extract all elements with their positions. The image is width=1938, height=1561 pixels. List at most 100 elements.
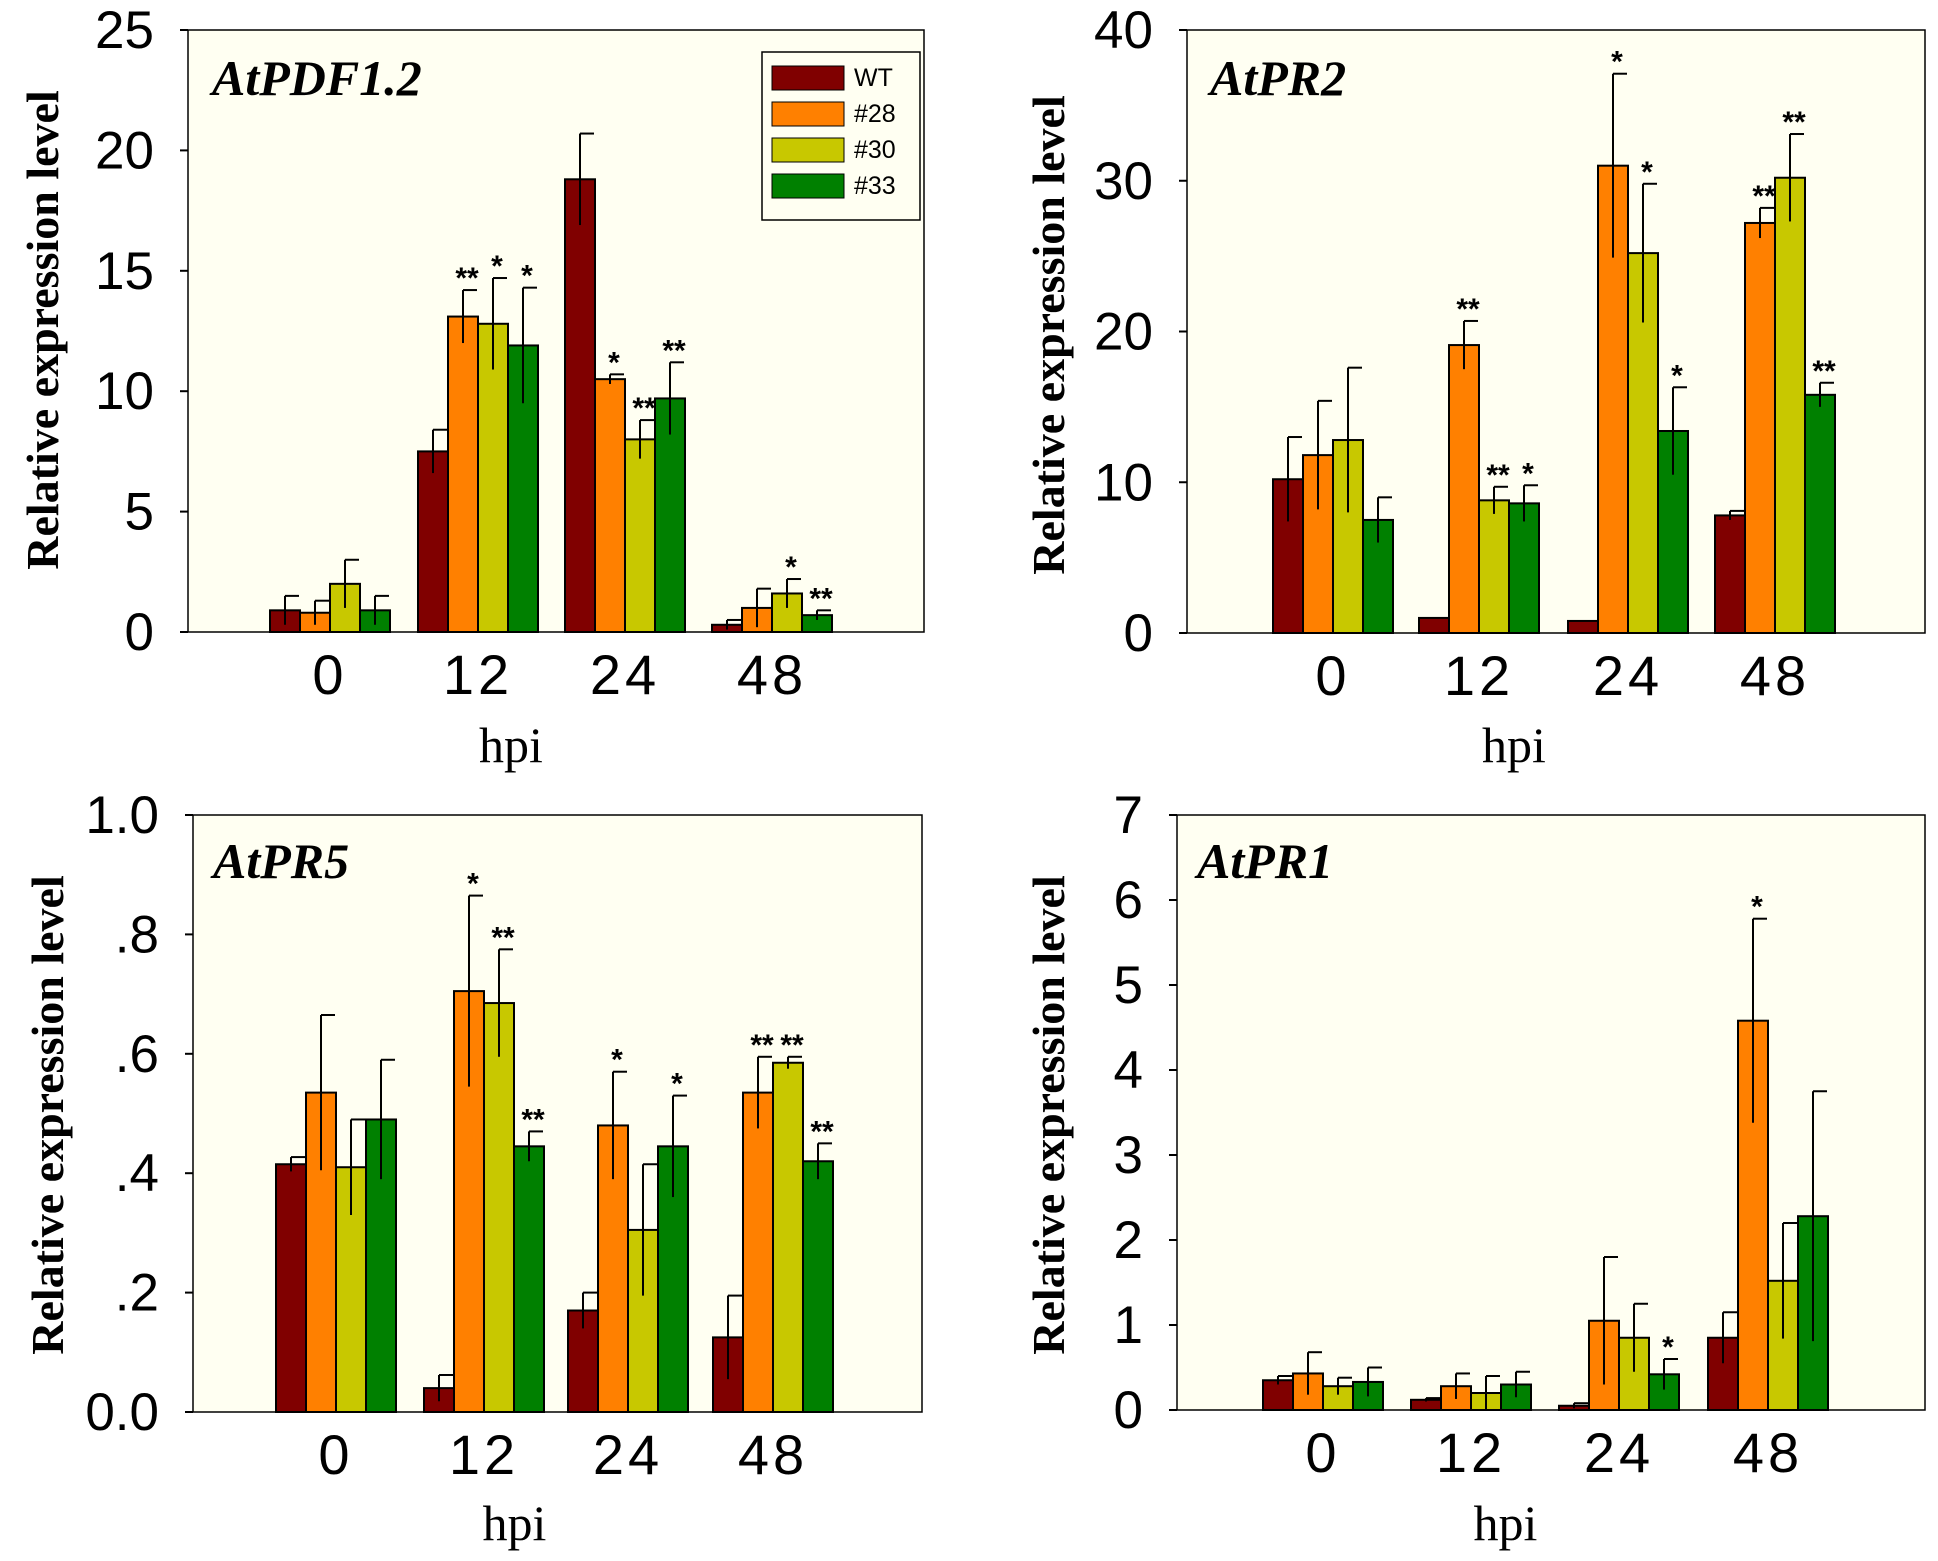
significance-mark: ** [455, 262, 479, 295]
y-tick-label: 15 [95, 242, 154, 301]
x-tick-label: 24 [1593, 644, 1663, 707]
y-tick-label: 4 [1114, 1041, 1143, 1100]
bar [1804, 393, 1836, 634]
y-tick-label: 0.0 [85, 1383, 159, 1442]
bar [477, 322, 509, 633]
gene-title: AtPR1 [1194, 833, 1333, 889]
y-tick-label: .8 [115, 905, 159, 964]
bar [483, 1002, 515, 1413]
significance-mark: * [671, 1068, 683, 1101]
y-tick-label: 0 [1124, 604, 1153, 663]
x-tick-label: 24 [590, 643, 660, 706]
y-tick-label: 7 [1114, 786, 1143, 845]
y-tick-label: 0 [125, 603, 154, 662]
y-tick-label: 40 [1094, 1, 1153, 60]
x-tick-label: 12 [1436, 1421, 1506, 1484]
y-tick-label: 20 [95, 121, 154, 180]
significance-mark: * [1662, 1331, 1674, 1364]
y-tick-label: 6 [1114, 871, 1143, 930]
significance-mark: * [1641, 156, 1653, 189]
y-tick-label: 5 [125, 483, 154, 542]
y-tick-label: .6 [115, 1025, 159, 1084]
x-tick-label: 12 [443, 643, 513, 706]
significance-mark: ** [1782, 106, 1806, 139]
x-tick-label: 24 [1584, 1421, 1654, 1484]
significance-mark: ** [1812, 355, 1836, 388]
bar [594, 378, 626, 633]
bar [417, 450, 449, 633]
chart-panel-atpdf1-2: 0 5 10 15 20 25 Relative expression level 0 12 24… [17, 1, 925, 773]
x-tick-label: 12 [449, 1423, 519, 1486]
x-axis-label: hpi [479, 717, 543, 773]
significance-mark: ** [491, 921, 515, 954]
significance-mark: ** [810, 1115, 834, 1148]
bar [1418, 616, 1450, 634]
bar [447, 315, 479, 633]
significance-mark: ** [632, 392, 656, 425]
x-tick-label: 0 [318, 1423, 353, 1486]
significance-mark: * [1522, 457, 1534, 490]
x-tick-label: 12 [1444, 644, 1514, 707]
bar [1508, 502, 1540, 635]
x-tick-label: 0 [1315, 644, 1350, 707]
x-tick-label: 48 [737, 643, 807, 706]
bar [564, 178, 596, 634]
x-tick-label: 48 [738, 1423, 808, 1486]
bar [1478, 499, 1510, 634]
y-tick-label: .4 [115, 1144, 159, 1203]
bar [1744, 221, 1776, 635]
significance-mark: ** [662, 334, 686, 367]
significance-mark: * [785, 551, 797, 584]
bar [513, 1145, 545, 1413]
y-tick-label: 5 [1114, 956, 1143, 1015]
gene-title: AtPDF1.2 [209, 50, 422, 106]
y-axis-label: Relative expression level [1023, 875, 1074, 1355]
x-tick-label: 0 [312, 643, 347, 706]
legend: WT #28 #30 #33 [761, 51, 921, 221]
chart-panel-atpr2: 0 10 20 30 40 Relative expression level 0 12 24 4… [1023, 1, 1926, 773]
significance-mark: * [1611, 46, 1623, 79]
legend-swatch [771, 65, 845, 91]
y-tick-label: 30 [1094, 152, 1153, 211]
significance-mark: ** [750, 1029, 774, 1062]
legend-swatch [771, 101, 845, 127]
significance-mark: ** [1456, 293, 1480, 326]
bar [772, 1061, 804, 1413]
x-tick-label: 24 [593, 1423, 663, 1486]
gene-title: AtPR2 [1207, 50, 1346, 106]
legend-label: #28 [854, 100, 896, 128]
y-axis-label: Relative expression level [1023, 95, 1074, 575]
significance-mark: ** [1486, 459, 1510, 492]
legend-label: #30 [854, 136, 896, 164]
legend-swatch [771, 173, 845, 199]
significance-mark: ** [1752, 180, 1776, 213]
y-tick-label: 10 [95, 362, 154, 421]
y-tick-label: 1.0 [85, 786, 159, 845]
y-tick-label: 25 [95, 1, 154, 60]
bar [1262, 1379, 1294, 1411]
bar [1448, 344, 1480, 634]
bar [624, 438, 656, 633]
bar [1567, 619, 1599, 635]
bar [275, 1163, 307, 1413]
significance-mark: * [1751, 891, 1763, 924]
gene-title: AtPR5 [210, 833, 349, 889]
bar [742, 1091, 774, 1413]
legend-label: #33 [854, 172, 896, 200]
legend-label: WT [854, 64, 893, 92]
y-tick-label: 3 [1114, 1126, 1143, 1185]
y-tick-label: 20 [1094, 303, 1153, 362]
significance-mark: * [521, 260, 533, 293]
y-tick-label: .2 [115, 1264, 159, 1323]
x-axis-label: hpi [1482, 717, 1546, 773]
significance-mark: ** [780, 1029, 804, 1062]
y-axis-label: Relative expression level [22, 875, 73, 1355]
y-tick-label: 0 [1114, 1381, 1143, 1440]
bar [802, 1160, 834, 1414]
significance-mark: * [611, 1044, 623, 1077]
bar [1714, 514, 1746, 634]
significance-mark: * [467, 868, 479, 901]
